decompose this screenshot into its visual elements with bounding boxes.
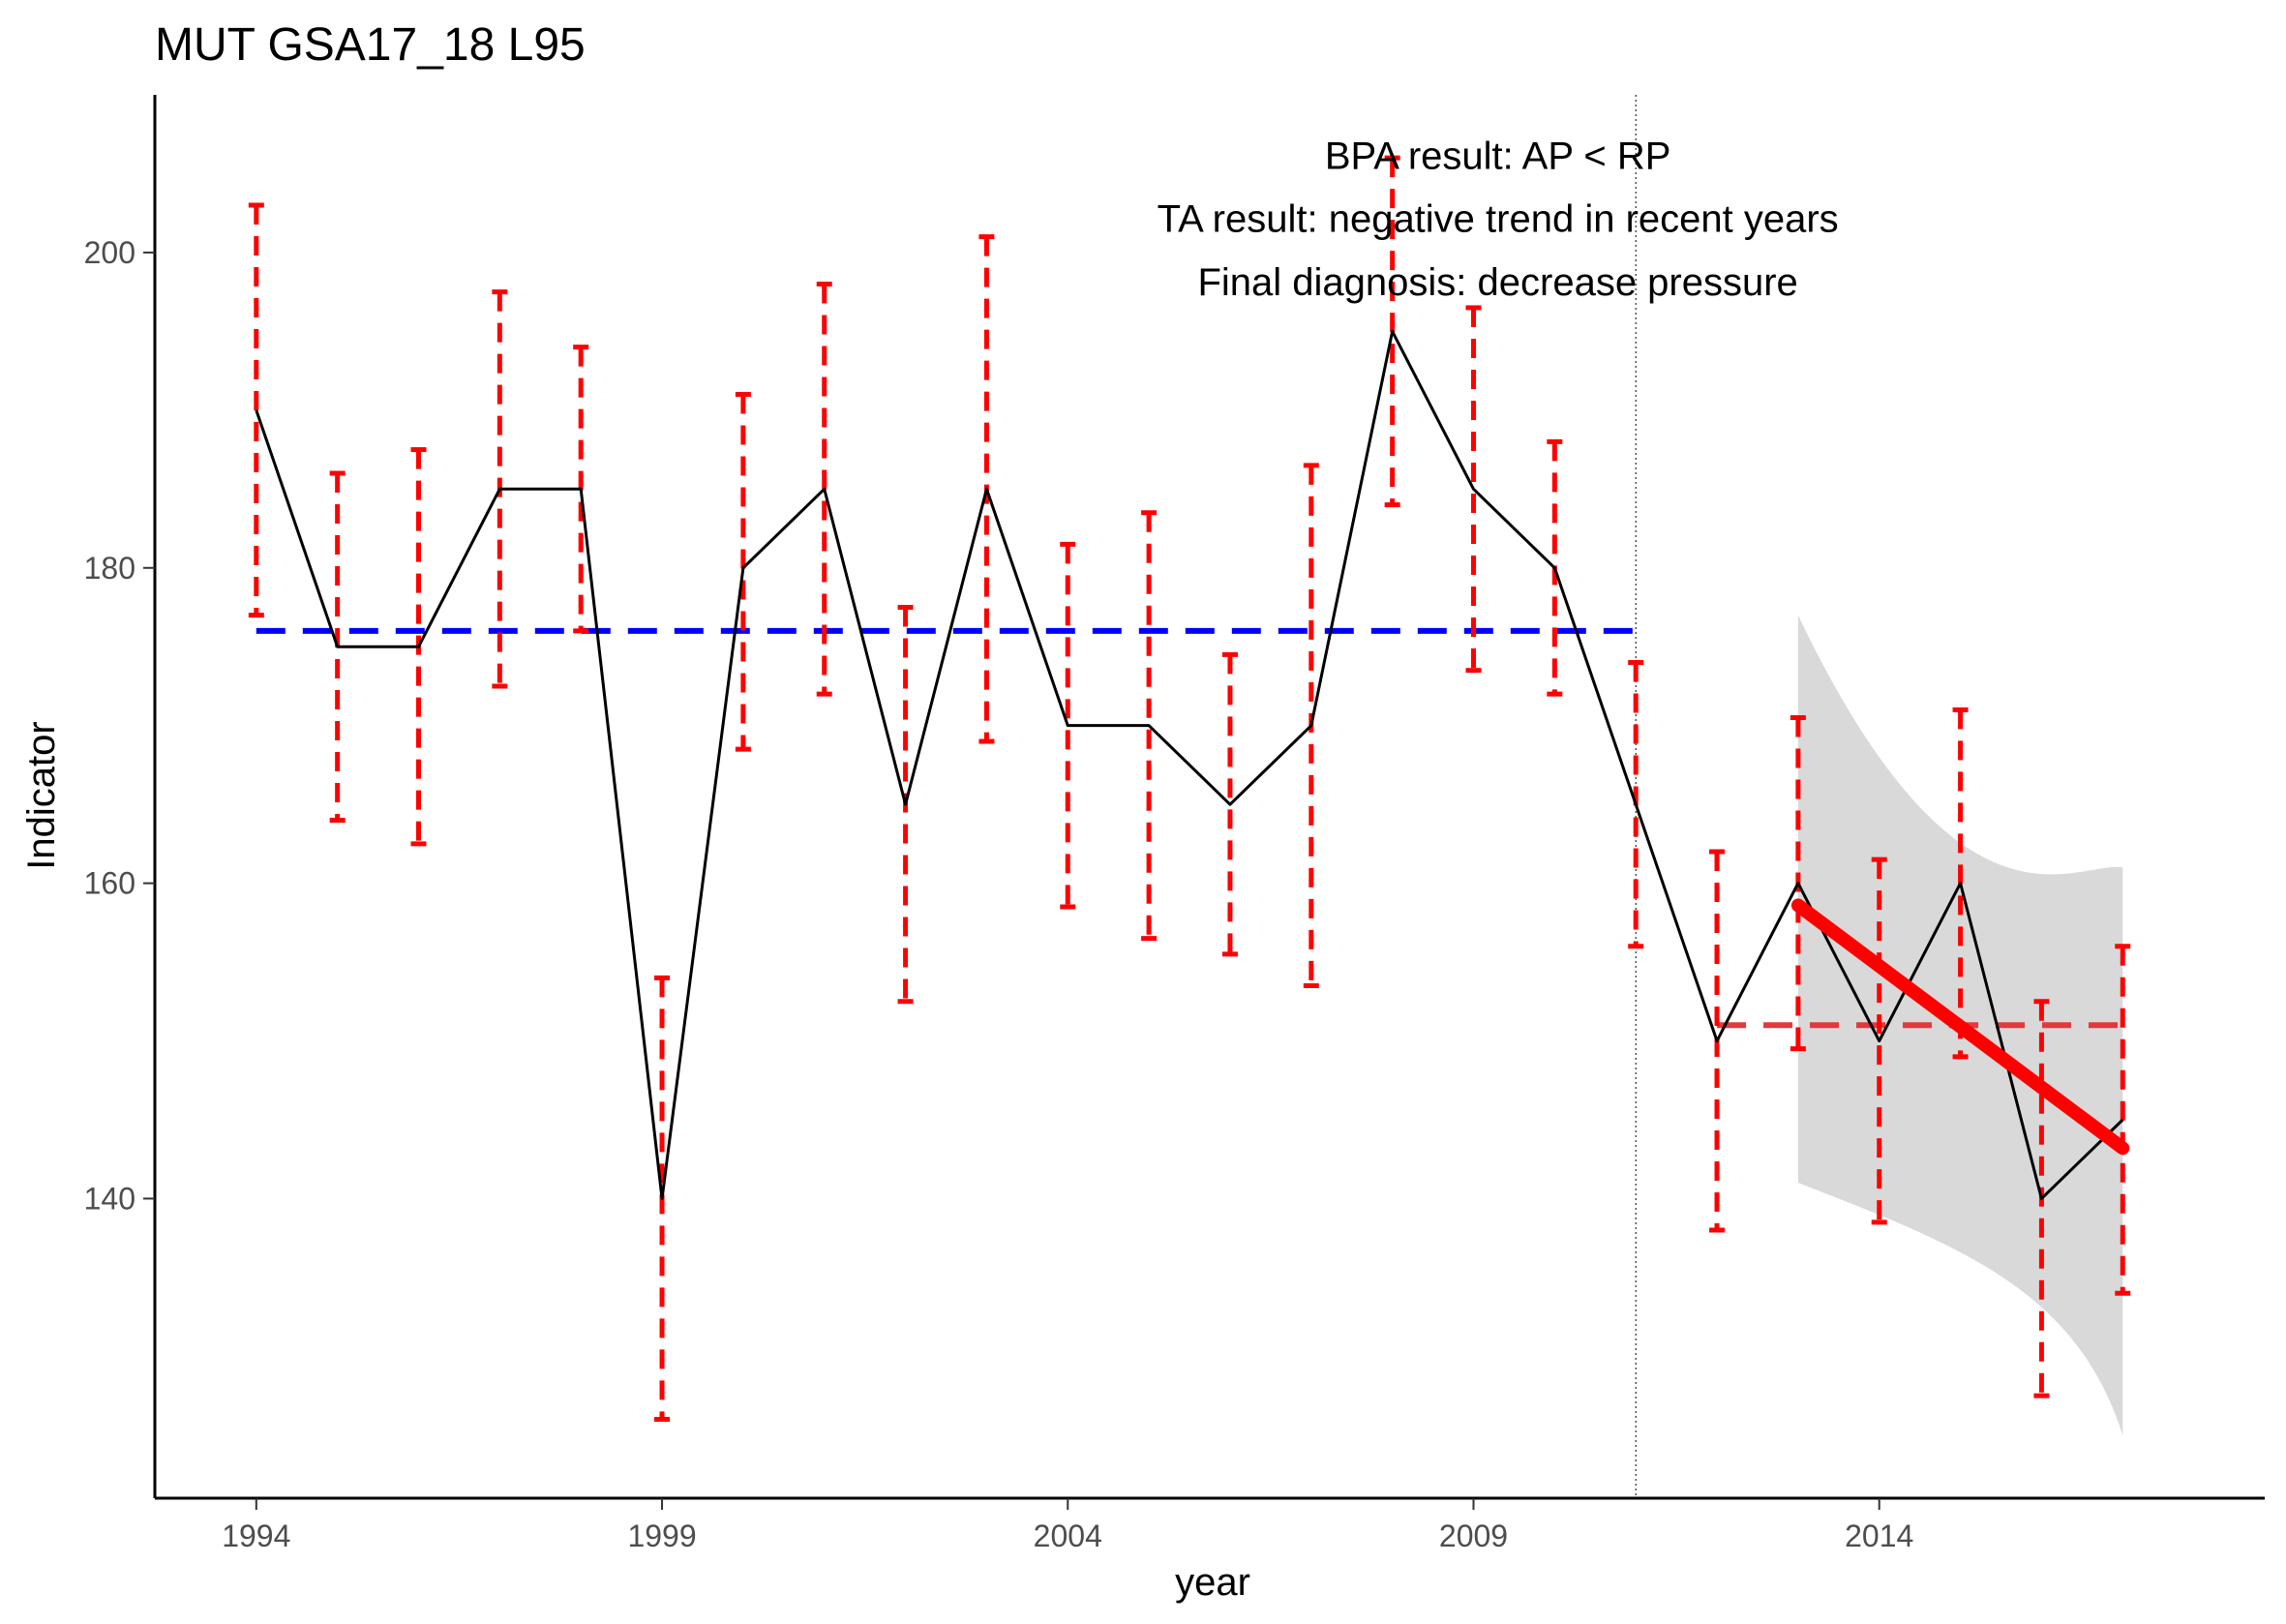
trend-line (1790, 898, 2130, 1156)
error-bar (1141, 510, 1158, 942)
x-tick-label: 2009 (1439, 1519, 1508, 1553)
annotations-layer: BPA result: AP < RP TA result: negative t… (1158, 135, 1839, 304)
x-tick-label: 1994 (222, 1519, 290, 1553)
reference-lines-layer (256, 627, 2123, 1029)
annotation-text: Final diagnosis: decrease pressure (1197, 261, 1797, 304)
error-bar (1871, 857, 1887, 1225)
y-tick-label: 200 (84, 235, 135, 270)
y-axis-title: Indicator (20, 721, 63, 869)
annotation-text: TA result: negative trend in recent year… (1158, 198, 1839, 241)
x-tick-label: 2014 (1845, 1519, 1913, 1553)
axes-layer (153, 95, 2265, 1500)
error-bar (1221, 651, 1238, 957)
trend-line-layer (1790, 898, 2130, 1156)
error-bar (1060, 541, 1076, 910)
x-tick-label: 2004 (1034, 1519, 1102, 1553)
error-bar (1465, 305, 1482, 674)
y-tick-label: 140 (84, 1181, 135, 1216)
y-tick-label: 160 (84, 866, 135, 901)
error-bar (735, 392, 751, 752)
chart-title: MUT GSA17_18 L95 (155, 19, 586, 71)
x-tick-label: 1999 (627, 1519, 696, 1553)
annotation-text: BPA result: AP < RP (1325, 135, 1671, 178)
ticks-layer: 1994 1999 2004 2009 2014 140 160 180 200 (84, 235, 1914, 1553)
y-tick-label: 180 (84, 551, 135, 586)
x-axis-title: year (1175, 1561, 1250, 1604)
